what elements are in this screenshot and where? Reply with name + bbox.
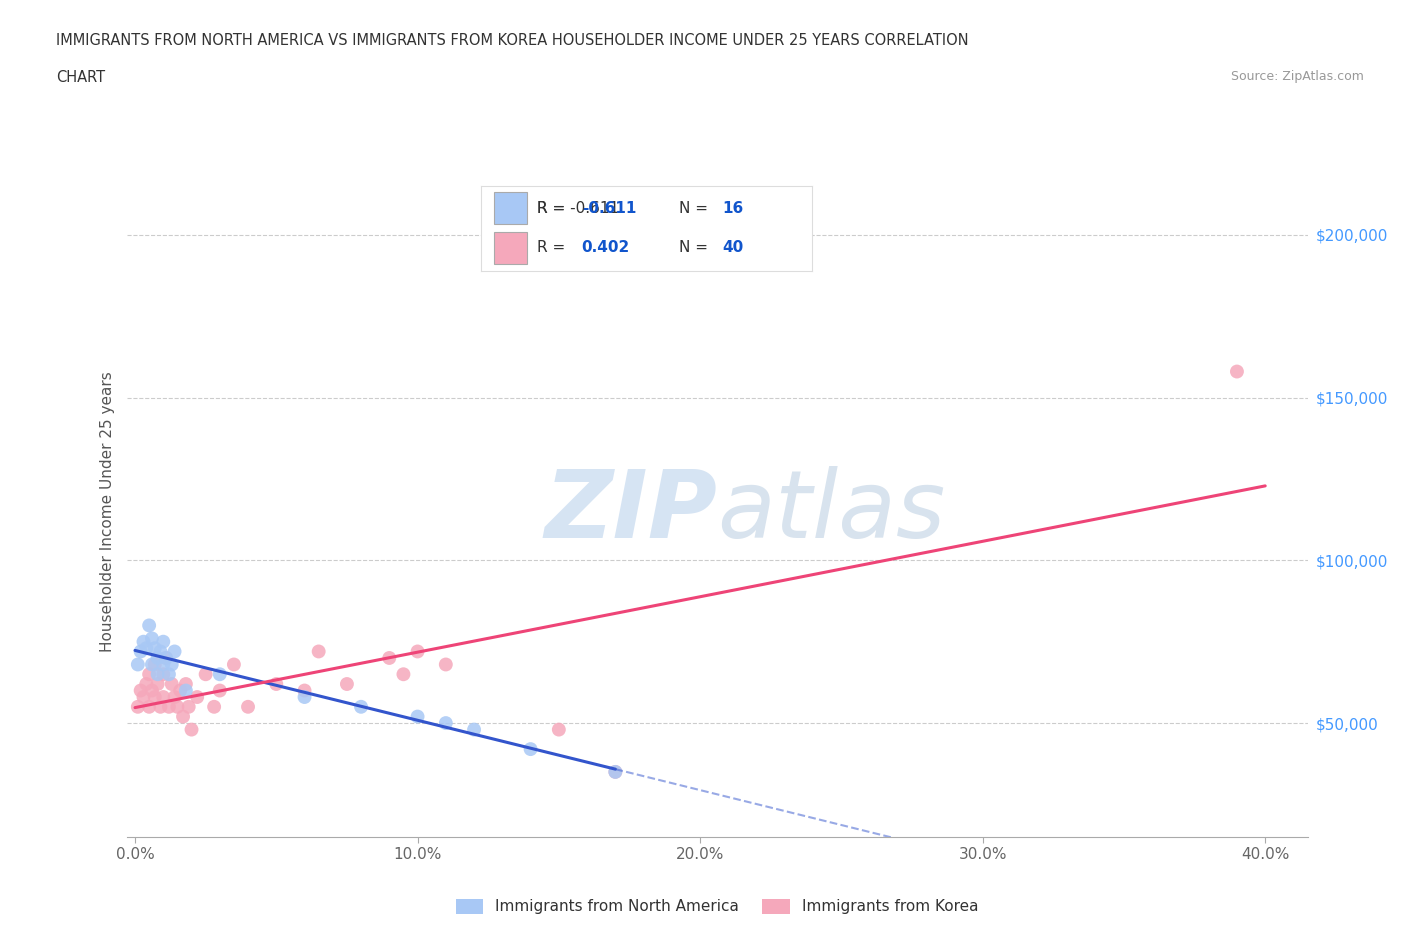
Point <box>127 699 149 714</box>
Point <box>129 683 152 698</box>
Point <box>141 658 163 672</box>
Point <box>434 658 457 672</box>
Point <box>434 716 457 731</box>
Point <box>236 699 259 714</box>
Y-axis label: Householder Income Under 25 years: Householder Income Under 25 years <box>100 371 115 652</box>
Point <box>166 699 188 714</box>
Point <box>132 634 155 649</box>
Point <box>202 699 225 714</box>
Point <box>163 644 186 658</box>
Point <box>152 658 174 672</box>
Text: CHART: CHART <box>56 70 105 85</box>
Point <box>138 699 160 714</box>
Point <box>152 690 174 705</box>
Point <box>406 710 429 724</box>
Text: Source: ZipAtlas.com: Source: ZipAtlas.com <box>1230 70 1364 83</box>
Text: ZIP: ZIP <box>544 466 717 557</box>
Point <box>132 690 155 705</box>
Point <box>152 667 174 682</box>
Point <box>127 658 149 672</box>
Point <box>155 651 177 666</box>
Point <box>146 677 169 692</box>
Point <box>308 644 330 658</box>
Point <box>392 667 415 682</box>
Point <box>155 651 177 666</box>
Point <box>157 699 180 714</box>
Point <box>605 764 627 779</box>
Point <box>149 699 172 714</box>
Point <box>605 764 627 779</box>
Point <box>160 677 183 692</box>
Point <box>336 677 359 692</box>
Point <box>177 699 200 714</box>
Point <box>135 677 157 692</box>
Point <box>174 677 197 692</box>
Point <box>169 683 191 698</box>
Legend: Immigrants from North America, Immigrants from Korea: Immigrants from North America, Immigrant… <box>450 893 984 921</box>
Point <box>406 644 429 658</box>
Point <box>141 683 163 698</box>
Point <box>146 651 169 666</box>
Point <box>378 651 401 666</box>
Point <box>519 742 541 757</box>
Point <box>174 683 197 698</box>
Point <box>160 658 183 672</box>
Point <box>266 677 288 692</box>
Point <box>138 618 160 633</box>
Point <box>135 641 157 656</box>
Point <box>208 683 231 698</box>
Text: IMMIGRANTS FROM NORTH AMERICA VS IMMIGRANTS FROM KOREA HOUSEHOLDER INCOME UNDER : IMMIGRANTS FROM NORTH AMERICA VS IMMIGRA… <box>56 33 969 47</box>
Point <box>547 722 569 737</box>
Point <box>157 667 180 682</box>
Text: atlas: atlas <box>717 466 945 557</box>
Point <box>1226 365 1249 379</box>
Point <box>180 722 202 737</box>
Point <box>152 634 174 649</box>
Point <box>186 690 208 705</box>
Point <box>208 667 231 682</box>
Point <box>163 690 186 705</box>
Point <box>149 644 172 658</box>
Point <box>194 667 217 682</box>
Point <box>294 690 316 705</box>
Point <box>146 667 169 682</box>
Point <box>350 699 373 714</box>
Point <box>143 690 166 705</box>
Point <box>143 658 166 672</box>
Point <box>294 683 316 698</box>
Point <box>129 644 152 658</box>
Point <box>172 710 194 724</box>
Point <box>143 641 166 656</box>
Point <box>141 631 163 646</box>
Point <box>222 658 245 672</box>
Point <box>463 722 485 737</box>
Point <box>138 667 160 682</box>
